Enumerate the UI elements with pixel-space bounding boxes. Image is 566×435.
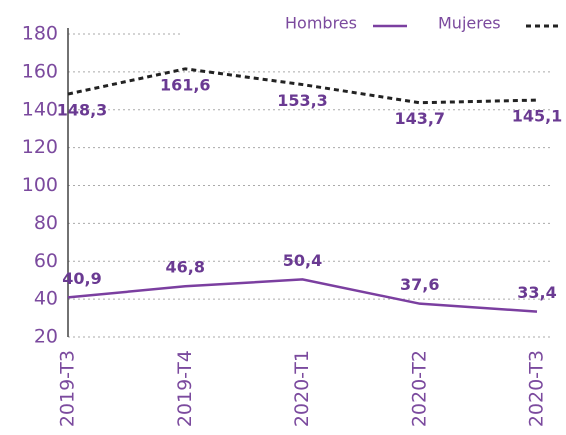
series-line bbox=[67, 67, 538, 105]
data-label: 161,6 bbox=[160, 75, 211, 94]
data-label: 148,3 bbox=[57, 101, 108, 120]
data-label: 46,8 bbox=[166, 258, 205, 277]
data-label: 153,3 bbox=[277, 91, 328, 110]
x-tick-label: 2020-T1 bbox=[291, 350, 313, 427]
x-tick-label: 2019-T4 bbox=[174, 350, 196, 427]
series-line bbox=[67, 278, 538, 313]
legend-label: Hombres bbox=[285, 14, 357, 33]
x-tick-label: 2020-T3 bbox=[526, 350, 548, 427]
y-tick-label: 140 bbox=[22, 98, 58, 120]
y-tick-label: 60 bbox=[34, 250, 58, 272]
y-tick-label: 40 bbox=[34, 288, 58, 310]
data-label: 40,9 bbox=[62, 269, 101, 288]
y-tick-label: 120 bbox=[22, 136, 58, 158]
legend-label: Mujeres bbox=[438, 14, 501, 33]
data-label: 33,4 bbox=[517, 283, 556, 302]
y-tick-label: 20 bbox=[34, 326, 58, 348]
data-label: 37,6 bbox=[400, 275, 439, 294]
y-tick-label: 100 bbox=[22, 174, 58, 196]
y-tick-label: 80 bbox=[34, 212, 58, 234]
data-label: 145,1 bbox=[512, 107, 563, 126]
x-tick-label: 2019-T3 bbox=[57, 350, 79, 427]
data-label: 143,7 bbox=[394, 109, 445, 128]
y-tick-label: 180 bbox=[22, 23, 58, 45]
x-tick-label: 2020-T2 bbox=[408, 350, 430, 427]
data-label: 50,4 bbox=[283, 251, 322, 270]
y-tick-label: 160 bbox=[22, 60, 58, 82]
